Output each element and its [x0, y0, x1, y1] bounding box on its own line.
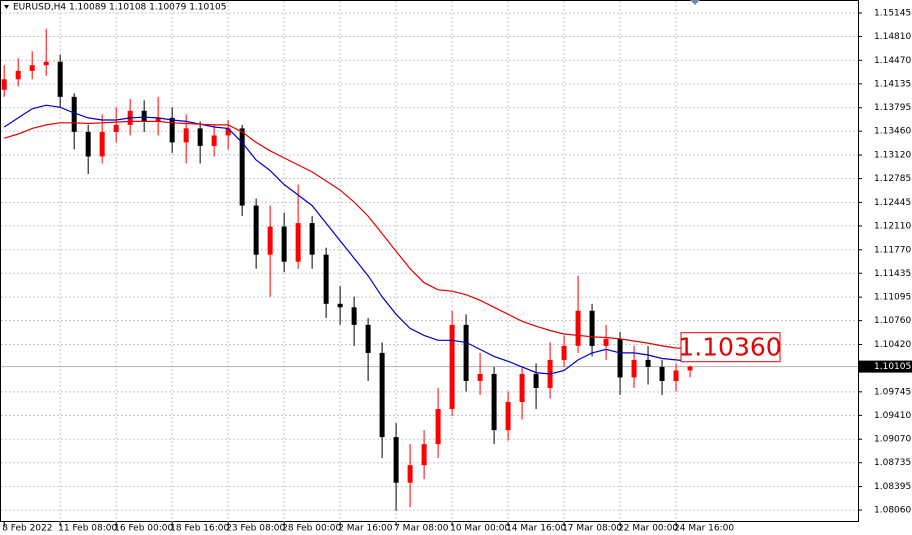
- y-tick-label: 1.13120: [874, 151, 911, 161]
- y-tick-label: 1.15145: [874, 8, 911, 18]
- annotation-box: [680, 332, 781, 363]
- y-tick-label: 1.09070: [874, 435, 911, 445]
- plot-frame: [0, 0, 859, 522]
- candle-body: [281, 226, 287, 262]
- candle-body: [57, 61, 63, 97]
- y-tick-label: 1.10420: [874, 340, 911, 350]
- candle-body: [435, 409, 441, 445]
- y-tick-label: 1.12445: [874, 198, 911, 208]
- last-price-label: 1.10105: [874, 362, 911, 372]
- y-tick-label: 1.09410: [874, 411, 911, 421]
- candle-body: [1, 79, 7, 90]
- candle-body: [617, 338, 623, 378]
- candle-body: [295, 223, 301, 262]
- candle-body: [561, 345, 567, 360]
- candle-body: [225, 128, 231, 136]
- y-tick-label: 1.14135: [874, 79, 911, 89]
- labels: 1.15145 1.14810 1.14470 1.14135 1.13795 1.134…: [2, 8, 912, 534]
- candle-body: [15, 70, 21, 80]
- x-tick-label: 22 Mar 00:00: [618, 524, 678, 534]
- candle-body: [519, 373, 525, 403]
- x-tick-label: 23 Feb 08:00: [226, 524, 285, 534]
- y-tick-label: 1.09745: [874, 387, 911, 397]
- y-tick-label: 1.13460: [874, 127, 911, 137]
- candle-body: [603, 338, 609, 346]
- candle-body: [197, 128, 203, 146]
- candle-body: [323, 254, 329, 304]
- candle-body: [687, 366, 693, 371]
- candle-body: [645, 359, 651, 367]
- x-tick-label: 24 Mar 16:00: [674, 524, 734, 534]
- moving-average: [4, 120, 691, 350]
- menu-triangle[interactable]: [4, 5, 9, 9]
- candle-body: [43, 61, 49, 66]
- candle-body: [337, 303, 343, 308]
- x-tick-label: 8 Feb 2022: [2, 524, 52, 534]
- candle-body: [393, 437, 399, 483]
- candle-body: [71, 96, 77, 132]
- last-price-box: [859, 360, 912, 373]
- candle-body: [267, 226, 273, 255]
- candle-body: [631, 359, 637, 378]
- candle-body: [211, 135, 217, 146]
- candle-body: [239, 128, 245, 206]
- x-tick-label: 2 Mar 16:00: [338, 524, 393, 534]
- candle-body: [491, 373, 497, 431]
- y-tick-label: 1.12785: [874, 174, 911, 184]
- candle-body: [29, 65, 35, 71]
- candle-body: [309, 223, 315, 255]
- candle-body: [253, 205, 259, 255]
- y-tick-label: 1.08735: [874, 458, 911, 468]
- candle-body: [169, 117, 175, 143]
- y-tick-label: 1.11435: [874, 269, 911, 279]
- x-tick-label: 7 Mar 08:00: [394, 524, 449, 534]
- y-tick-label: 1.10760: [874, 316, 911, 326]
- candle-body: [477, 373, 483, 381]
- candle-body: [85, 131, 91, 157]
- x-tick-label: 11 Feb 08:00: [58, 524, 117, 534]
- shift-marker[interactable]: [690, 0, 700, 5]
- moving-average: [3, 104, 691, 375]
- y-tick-label: 1.11770: [874, 245, 911, 255]
- x-tick-label: 17 Mar 08:00: [562, 524, 622, 534]
- x-tick-label: 14 Mar 16:00: [506, 524, 566, 534]
- candle-body: [589, 310, 595, 346]
- candle-body: [533, 373, 539, 388]
- annotation-label: 1.10360: [678, 333, 781, 362]
- y-tick-label: 1.12110: [874, 221, 911, 231]
- y-tick-label: 1.11095: [874, 293, 911, 303]
- candle-body: [351, 307, 357, 325]
- chart-header: EURUSD,H4 1.10089 1.10108 1.10079 1.1010…: [13, 3, 226, 13]
- y-tick-label: 1.08060: [874, 506, 911, 516]
- candle-body: [575, 310, 581, 346]
- candle-body: [379, 352, 385, 438]
- y-tick-label: 1.14810: [874, 32, 911, 42]
- candle-body: [155, 117, 161, 122]
- y-tick-label: 1.13795: [874, 103, 911, 113]
- y-tick-label: 1.14470: [874, 56, 911, 66]
- x-tick-label: 16 Feb 00:00: [114, 524, 173, 534]
- candle-body: [141, 110, 147, 122]
- x-tick-label: 10 Mar 00:00: [450, 524, 510, 534]
- candle-body: [407, 465, 413, 483]
- candle-body: [463, 324, 469, 381]
- candle-body: [113, 124, 119, 132]
- candle-body: [449, 324, 455, 410]
- y-tick-label: 1.08395: [874, 482, 911, 492]
- marks: [1, 28, 693, 511]
- candle-body: [365, 324, 371, 353]
- candle-body: [421, 444, 427, 466]
- x-tick-label: 18 Feb 16:00: [170, 524, 229, 534]
- candle-body: [659, 366, 665, 381]
- candle-body: [99, 131, 105, 157]
- candle-body: [505, 402, 511, 431]
- candle-body: [673, 370, 679, 381]
- grid: [1, 1, 858, 522]
- candle-body: [183, 128, 189, 143]
- x-tick-label: 28 Feb 00:00: [282, 524, 341, 534]
